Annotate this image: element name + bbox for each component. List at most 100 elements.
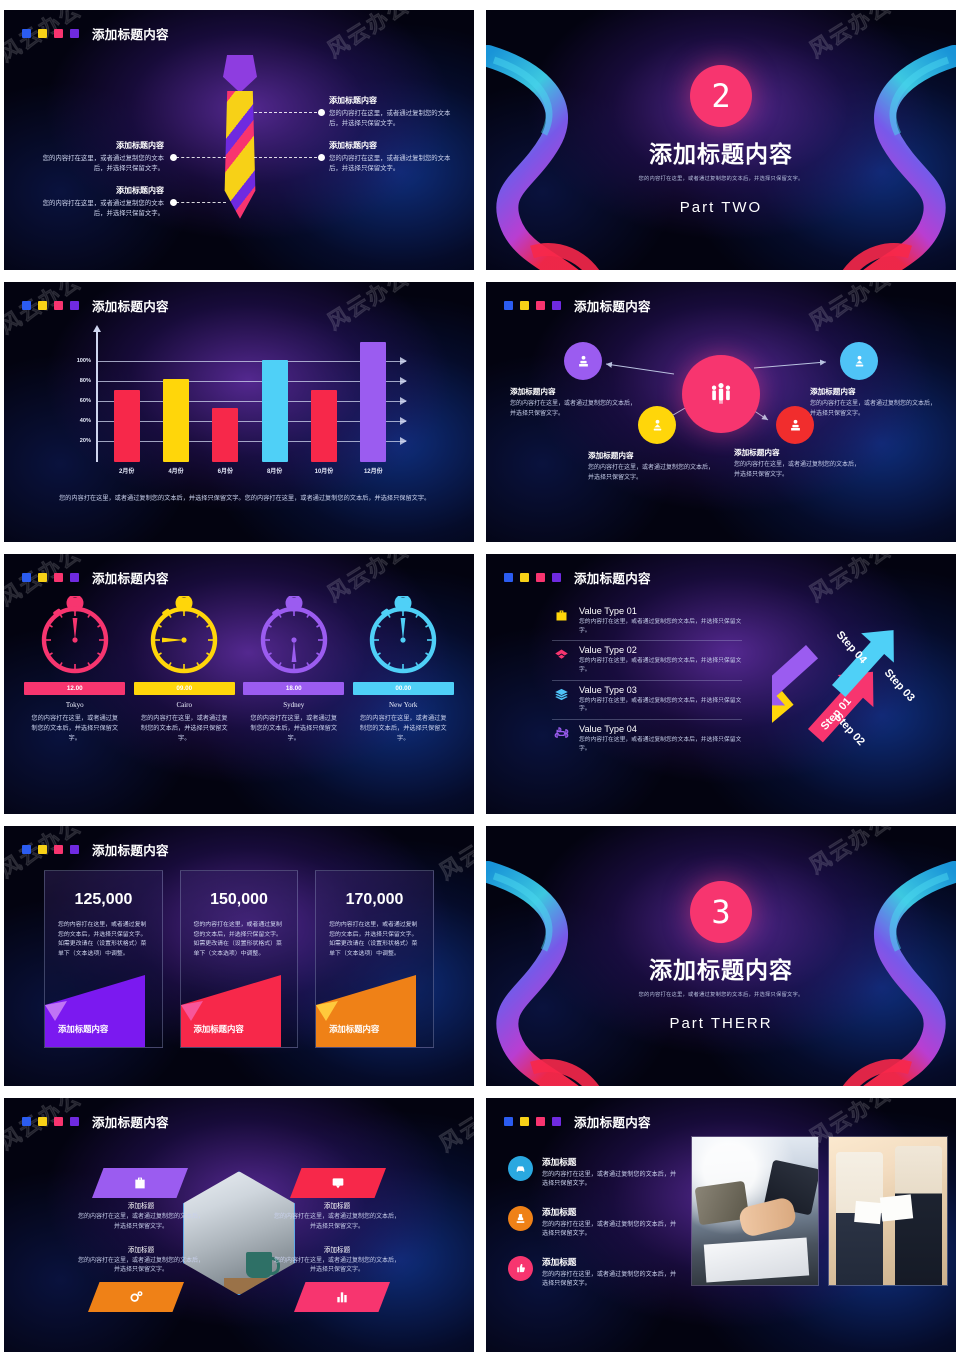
slide-header: 添加标题内容: [504, 296, 651, 315]
section-title: 添加标题内容: [649, 956, 793, 983]
slide-10-photo-list[interactable]: 风云办公 添加标题内容 添加标题 您的内容打在这里，或者通过复制您的文本后，并选择…: [486, 1098, 956, 1352]
slide-5-world-clocks[interactable]: 风云办公 风云办公 添加标题内容 12.00 Tokyo 您的内容打在这里，或者通过…: [4, 554, 474, 814]
icon-text-row[interactable]: 添加标题 您的内容打在这里，或者通过复制您的文本后，并选择只保留文字。: [508, 1205, 678, 1239]
step-arrows-diagram: Step 01 Step 02 Step 03 Step 04: [772, 629, 917, 753]
item-title: 添加标题: [542, 1256, 577, 1267]
chart-x-tick-label: 2月份: [118, 469, 135, 475]
node-desc: 您的内容打在这里，或者通过复制您的文本后，并选择只保留文字。: [510, 401, 637, 417]
tag-top-right[interactable]: [290, 1168, 386, 1198]
page-title: 添加标题内容: [92, 1116, 169, 1130]
item-title: 添加标题: [542, 1206, 577, 1217]
node-title: 添加标题内容: [510, 387, 556, 396]
value-type-title: Value Type 03: [579, 684, 637, 695]
header-square-pink-icon: [54, 301, 63, 310]
clock-time-badge: 18.00: [243, 682, 345, 695]
tag-bottom-left[interactable]: [88, 1282, 184, 1312]
chart-bar-column[interactable]: [104, 330, 148, 462]
clock-card-cairo[interactable]: 09.00 Cairo 您的内容打在这里，或者通过复制您的文本后，并选择只保留文字。: [133, 596, 235, 744]
leader-line: [176, 157, 226, 158]
slide-3-bar-chart[interactable]: 风云办公 风云办公 添加标题内容 20% 40% 60% 80% 100% 2月份 4月份…: [4, 282, 474, 542]
callout-3[interactable]: 添加标题内容 您的内容打在这里，或者通过复制您的文本后，并选择只保留文字。: [32, 140, 164, 174]
node-4[interactable]: [776, 406, 814, 444]
chart-bar[interactable]: [261, 360, 288, 462]
hub-center-node[interactable]: [682, 354, 760, 433]
header-square-yellow-icon: [38, 573, 47, 582]
value-type-row[interactable]: Value Type 01 您的内容打在这里，或者通过复制您的文本后，并选择只保留…: [552, 602, 742, 642]
chart-bar-column[interactable]: [252, 330, 296, 462]
car-icon: [508, 1156, 533, 1181]
header-square-pink-icon: [536, 301, 545, 310]
stopwatch-icon: [370, 596, 437, 674]
callout-1[interactable]: 添加标题内容 您的内容打在这里，或者通过复制您的文本后，并选择只保留文字。: [329, 95, 461, 129]
clock-card-new-york[interactable]: 00.00 New York 您的内容打在这里，或者通过复制您的文本后，并选择只保留…: [352, 596, 454, 744]
step-03-label: Step 03: [882, 667, 917, 704]
value-type-row[interactable]: Value Type 04 您的内容打在这里，或者通过复制您的文本后，并选择只保留…: [552, 720, 742, 758]
slide-8-section-divider[interactable]: 风云办公 3 添加标题内容 您的内容打在这里，或者通过复制您的文本后，并选择只保…: [486, 826, 956, 1086]
stat-desc: 您的内容打在这里，或者通过复制您的文本后，并选择只保留文字。 如需更改请在（设置形…: [193, 922, 282, 957]
slide-header: 添加标题内容: [504, 1112, 651, 1131]
slide-7-stat-cards[interactable]: 风云办公 风云办公 添加标题内容 125,000 您的内容打在这里，或者通过复制您…: [4, 826, 474, 1086]
chart-bar-column[interactable]: [302, 330, 346, 462]
node-2[interactable]: [840, 342, 878, 380]
bars-icon: [337, 1292, 347, 1303]
page-title: 添加标题内容: [574, 1116, 651, 1130]
clock-row: 12.00 Tokyo 您的内容打在这里，或者通过复制您的文本后，并选择只保留文字。…: [20, 596, 458, 744]
node-3[interactable]: [638, 406, 676, 444]
chart-bar-column[interactable]: [203, 330, 247, 462]
chart-bar-column[interactable]: [154, 330, 198, 462]
node-3-caption: 添加标题内容 您的内容打在这里，或者通过复制您的文本后，并选择只保留文字。: [588, 450, 716, 483]
chart-bar[interactable]: [113, 390, 140, 462]
header-square-purple-icon: [70, 301, 79, 310]
chart-gridline: 20%: [80, 436, 407, 447]
icon-text-row[interactable]: 添加标题 您的内容打在这里，或者通过复制您的文本后，并选择只保留文字。: [508, 1156, 678, 1189]
item-title: 添加标题: [127, 1203, 155, 1210]
stat-card[interactable]: 170,000 您的内容打在这里，或者通过复制您的文本后，并选择只保留文字。 如需更…: [315, 870, 434, 1048]
chart-bar[interactable]: [360, 342, 387, 462]
stat-card[interactable]: 125,000 您的内容打在这里，或者通过复制您的文本后，并选择只保留文字。 如需更…: [44, 870, 163, 1048]
value-type-row[interactable]: Value Type 03 您的内容打在这里，或者通过复制您的文本后，并选择只保留…: [552, 681, 742, 721]
node-1[interactable]: [564, 342, 602, 380]
slide-4-hub-diagram[interactable]: 风云办公 添加标题内容 添加标题内容 您的内容打在这里，或: [486, 282, 956, 542]
bar-chart[interactable]: 20% 40% 60% 80% 100% 2月份 4月份 6月份 8月份 10月份 12月份: [66, 325, 407, 480]
callout-4[interactable]: 添加标题内容 您的内容打在这里，或者通过复制您的文本后，并选择只保留文字。: [32, 185, 164, 219]
hexagon-photo: [183, 1171, 295, 1296]
stat-card[interactable]: 150,000 您的内容打在这里，或者通过复制您的文本后，并选择只保留文字。 如需更…: [179, 870, 299, 1048]
section-content: 3 添加标题内容 您的内容打在这里，或者通过复制您的文本后，并选择只保留文字。 …: [486, 826, 956, 1086]
callout-2[interactable]: 添加标题内容 您的内容打在这里，或者通过复制您的文本后，并选择只保留文字。: [329, 140, 461, 174]
clock-card-sydney[interactable]: 18.00 Sydney 您的内容打在这里，或者通过复制您的文本后，并选择只保留文字…: [243, 596, 345, 744]
tag-top-left[interactable]: [92, 1168, 188, 1198]
callout-title: 添加标题内容: [116, 141, 164, 150]
slide-9-hexagon-layout[interactable]: 风云办公 风云办公 添加标题内容 添加标题 您的内容打在这里，或者通过复制您的文…: [4, 1098, 474, 1352]
chart-bar[interactable]: [310, 390, 337, 462]
slide-6-value-types[interactable]: 风云办公 添加标题内容 Value Type 01 您的内容打在这里，或者通过复制…: [486, 554, 956, 814]
section-part-label: Part THERR: [669, 1014, 773, 1032]
stopwatch-icon: [260, 596, 327, 674]
stopwatch-icon: [41, 596, 108, 674]
clock-time-badge: 09.00: [133, 682, 235, 695]
header-square-blue-icon: [504, 301, 513, 310]
callout-desc: 您的内容打在这里，或者通过复制您的文本后，并选择只保留文字。: [42, 200, 164, 217]
chart-bar[interactable]: [212, 408, 239, 462]
slide-header: 添加标题内容: [22, 568, 169, 587]
callout-title: 添加标题内容: [329, 141, 377, 150]
page-title: 添加标题内容: [92, 572, 169, 586]
clock-city-label: Cairo: [176, 701, 193, 709]
value-type-row[interactable]: Value Type 02 您的内容打在这里，或者通过复制您的文本后，并选择只保留…: [552, 641, 742, 681]
page-title: 添加标题内容: [574, 300, 651, 314]
tag-bottom-right[interactable]: [294, 1282, 390, 1312]
icon-text-row[interactable]: 添加标题 您的内容打在这里，或者通过复制您的文本后，并选择只保留文字。: [508, 1255, 678, 1289]
slide-1-tie-infographic[interactable]: 风云办公 风云办公 添加标题内容 添加标题内容 您的内容打在这里，或者通过复制您…: [4, 10, 474, 270]
chart-bar[interactable]: [162, 379, 189, 462]
clock-desc: 您的内容打在这里，或者通过复制您的文本后，并选择只保留文字。: [31, 715, 119, 742]
slide-2-section-divider[interactable]: 风云办公 2 添加标题内容 您的内容打在这里，或者通过复制您的文本后，并选择只保…: [486, 10, 956, 270]
photo-detail: [703, 1237, 810, 1283]
desk-surface: [223, 1278, 294, 1295]
chart-bar-column[interactable]: [351, 330, 395, 462]
item-desc: 您的内容打在这里，或者通过复制您的文本后，并选择只保留文字。: [542, 1171, 677, 1188]
clock-card-tokyo[interactable]: 12.00 Tokyo 您的内容打在这里，或者通过复制您的文本后，并选择只保留文字。: [24, 596, 126, 744]
item-title: 添加标题: [323, 1246, 351, 1254]
header-square-yellow-icon: [38, 845, 47, 854]
toolbox-icon: [135, 1177, 145, 1189]
section-title: 添加标题内容: [649, 140, 793, 167]
value-type-list: Value Type 01 您的内容打在这里，或者通过复制您的文本后，并选择只保留…: [552, 602, 742, 759]
